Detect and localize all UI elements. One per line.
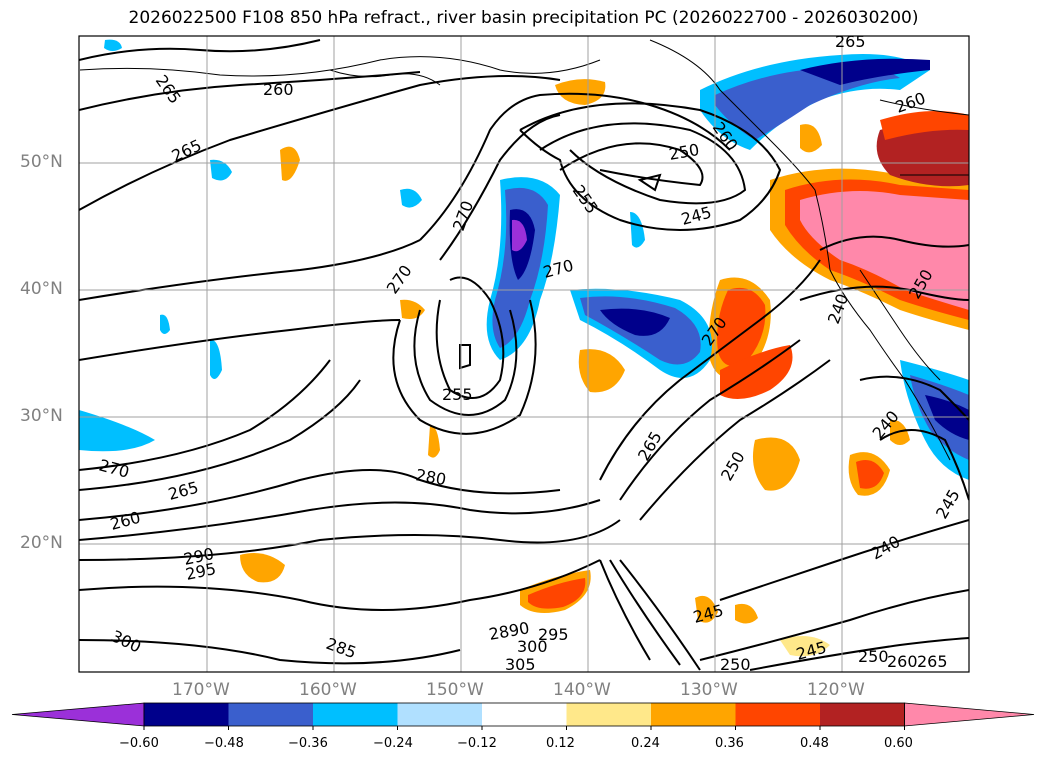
colorbar-tick: −0.12 (457, 736, 497, 751)
colorbar-extend-max (904, 702, 1035, 727)
colorbar-segment (228, 703, 314, 726)
colorbar-segment (566, 703, 652, 726)
figure-title: 2026022500 F108 850 hPa refract., river … (128, 8, 919, 28)
lat-label: 30°N (20, 406, 63, 426)
colorbar-tick: 0.24 (631, 736, 660, 751)
colorbar-segment (482, 703, 567, 726)
contour-label: 300 (517, 637, 548, 656)
contour-label: 250 (720, 655, 751, 674)
contour-layer (79, 39, 969, 671)
contour-label: 255 (442, 385, 473, 404)
colorbar-segment (651, 703, 736, 726)
graticule (79, 36, 969, 672)
colorbar-tick: −0.24 (373, 736, 413, 751)
lon-label: 130°W (680, 680, 738, 700)
colorbar-tick: −0.60 (119, 736, 159, 751)
colorbar-tick: 0.12 (546, 736, 575, 751)
colorbar-tick: 0.36 (715, 736, 744, 751)
colorbar-tick: 0.48 (800, 736, 829, 751)
shading-layer (79, 39, 969, 657)
lon-label: 160°W (299, 680, 357, 700)
lat-label: 50°N (20, 152, 63, 172)
lon-label: 170°W (172, 680, 230, 700)
colorbar-extend-min (11, 702, 145, 727)
contour-label: 260 (887, 652, 918, 671)
colorbar-segment (313, 703, 398, 726)
colorbar-segment (820, 703, 905, 726)
colorbar-tick: −0.36 (288, 736, 328, 751)
lon-label: 140°W (553, 680, 611, 700)
colorbar-segment (144, 703, 229, 726)
lon-label: 150°W (426, 680, 484, 700)
contour-label: 260 (263, 80, 294, 99)
contour-label: 305 (505, 655, 536, 674)
colorbar (11, 702, 1035, 730)
lat-label: 40°N (20, 279, 63, 299)
map-frame (78, 35, 970, 673)
colorbar-segment (735, 703, 821, 726)
contour-label: 265 (835, 32, 866, 51)
contour-label: 265 (917, 652, 948, 671)
lon-label: 120°W (807, 680, 865, 700)
colorbar-segment (397, 703, 483, 726)
colorbar-tick: −0.48 (204, 736, 244, 751)
lat-label: 20°N (20, 533, 63, 553)
colorbar-tick: 0.60 (884, 736, 913, 751)
contour-label: 295 (538, 625, 569, 644)
colorbar-border (143, 702, 905, 727)
contour-label: 250 (858, 647, 889, 666)
